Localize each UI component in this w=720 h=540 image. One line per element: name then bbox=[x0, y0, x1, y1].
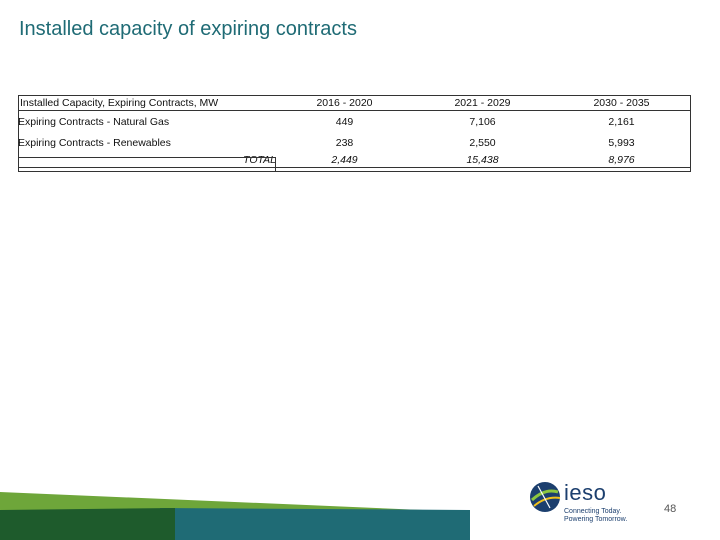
total-row: TOTAL 2,449 15,438 8,976 bbox=[18, 153, 691, 168]
column-header: 2021 - 2029 bbox=[413, 95, 552, 111]
expiring-contracts-table: Installed Capacity, Expiring Contracts, … bbox=[18, 95, 691, 168]
logo-tagline-2: Powering Tomorrow. bbox=[564, 516, 628, 523]
logo-wordmark: ieso bbox=[564, 480, 607, 505]
total-cell: 2,449 bbox=[276, 153, 413, 168]
footer-dark-band bbox=[0, 508, 175, 540]
table-header-label: Installed Capacity, Expiring Contracts, … bbox=[18, 95, 276, 111]
logo-tagline-1: Connecting Today. bbox=[564, 508, 622, 515]
total-cell: 15,438 bbox=[413, 153, 552, 168]
footer-teal-band bbox=[160, 508, 470, 540]
column-header: 2030 - 2035 bbox=[552, 95, 691, 111]
table-cell: 238 bbox=[335, 136, 354, 149]
total-cell: 8,976 bbox=[552, 153, 691, 168]
footer-bar bbox=[0, 492, 470, 540]
table-header-row: Installed Capacity, Expiring Contracts, … bbox=[18, 95, 691, 111]
table-cell: 449 bbox=[335, 115, 354, 128]
globe-icon bbox=[530, 482, 561, 512]
row-label: Expiring Contracts - Natural Gas bbox=[18, 115, 170, 128]
total-label-cell-border bbox=[18, 157, 276, 172]
table-cell: 2,161 bbox=[608, 115, 635, 128]
table-cell: 5,993 bbox=[608, 136, 635, 149]
table-cell: 7,106 bbox=[469, 115, 496, 128]
table-cell: 2,550 bbox=[469, 136, 496, 149]
table-row: Expiring Contracts - Renewables 238 2,55… bbox=[18, 132, 691, 153]
table-row: Expiring Contracts - Natural Gas 449 7,1… bbox=[18, 111, 691, 133]
slide-title: Installed capacity of expiring contracts bbox=[19, 18, 357, 40]
page-number: 48 bbox=[664, 503, 677, 515]
ieso-logo: ieso Connecting Today. Powering Tomorrow… bbox=[528, 478, 638, 526]
row-label: Expiring Contracts - Renewables bbox=[18, 136, 171, 149]
column-header: 2016 - 2020 bbox=[276, 95, 413, 111]
